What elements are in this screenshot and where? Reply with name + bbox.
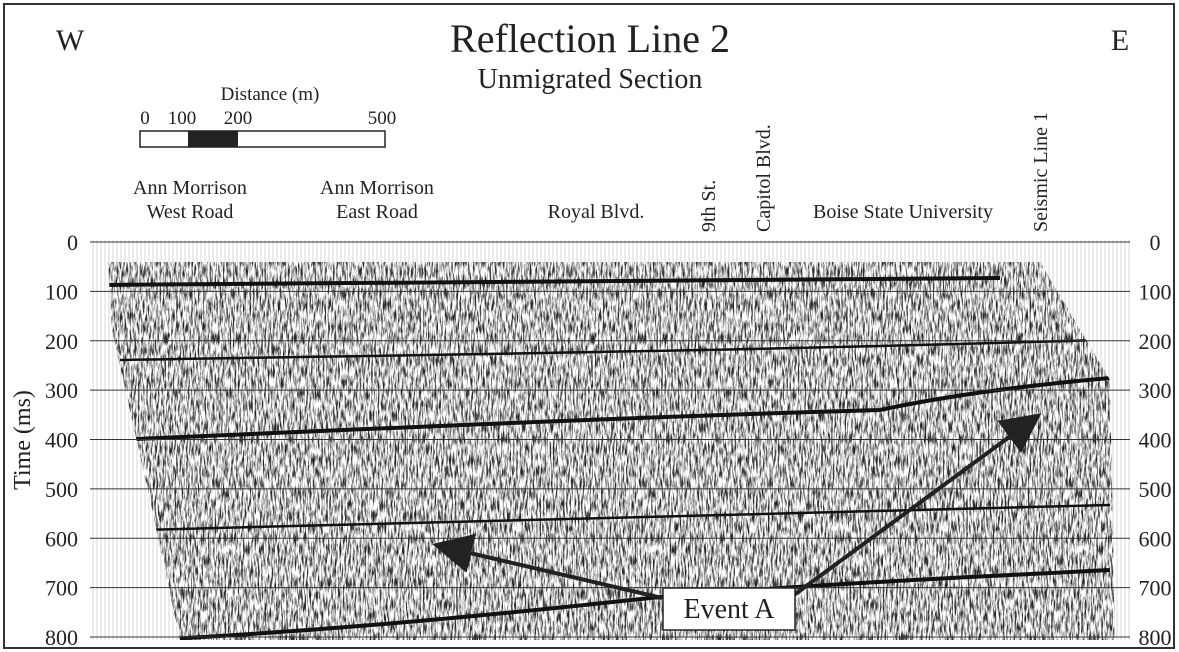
scale-tick-label: 200 (224, 108, 253, 129)
tick-label-left: 800 (45, 625, 78, 650)
tick-label-right: 400 (1139, 428, 1172, 453)
scale-tick-label: 100 (168, 108, 197, 129)
tick-label-right: 800 (1139, 625, 1172, 650)
scale-tick-label: 500 (368, 108, 397, 129)
tick-label-right: 600 (1139, 526, 1172, 551)
scale-label: Distance (m) (221, 84, 320, 105)
tick-label-left: 700 (45, 576, 78, 601)
arrow (432, 533, 663, 600)
location-label: West Road (147, 201, 234, 223)
tick-label-left: 100 (45, 279, 78, 304)
tick-label-right: 300 (1139, 378, 1172, 403)
tick-label-left: 200 (45, 329, 78, 354)
tick-label-right: 500 (1139, 477, 1172, 502)
location-label: Capitol Blvd. (753, 124, 775, 232)
east-label: E (1111, 24, 1129, 57)
annotation-box (662, 587, 796, 631)
tick-label-left: 0 (67, 230, 78, 255)
tick-label-left: 500 (45, 477, 78, 502)
seismic-section (108, 262, 1115, 640)
tick-label-left: 600 (45, 526, 78, 551)
location-label: Royal Blvd. (548, 201, 645, 223)
location-label: East Road (336, 201, 418, 223)
annotation: Event A (684, 594, 776, 625)
west-label: W (56, 24, 85, 57)
location-label: Seismic Line 1 (1030, 112, 1052, 232)
scale-tick-label: 0 (140, 108, 150, 129)
location-label: Boise State University (813, 201, 993, 223)
title: Reflection Line 2 (450, 16, 730, 61)
tick-label-left: 400 (45, 428, 78, 453)
location-label: Ann Morrison (320, 177, 434, 199)
scale-bar-segment (188, 131, 238, 147)
tick-label-right: 0 (1150, 230, 1161, 255)
location-label: Ann Morrison (133, 177, 247, 199)
subtitle: Unmigrated Section (478, 64, 703, 95)
axis-label: Time (ms) (10, 390, 36, 490)
scale-bar (139, 130, 386, 148)
arrow (788, 413, 1042, 600)
tick-label-right: 100 (1139, 279, 1172, 304)
tick-label-right: 700 (1139, 576, 1172, 601)
location-label: 9th St. (698, 180, 720, 232)
tick-label-right: 200 (1139, 329, 1172, 354)
tick-label-left: 300 (45, 378, 78, 403)
